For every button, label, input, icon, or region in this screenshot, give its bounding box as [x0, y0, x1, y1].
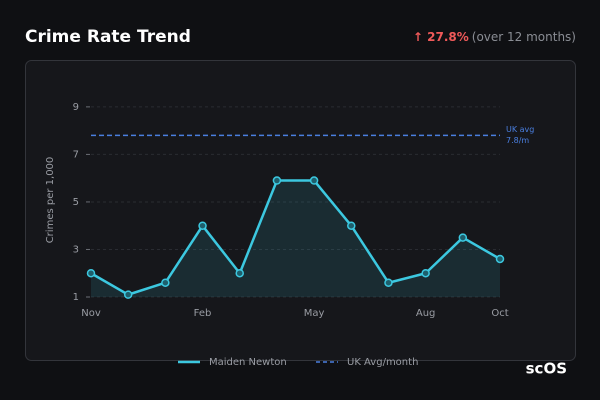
- y-tick-label: 1: [73, 292, 79, 303]
- x-tick-label: Nov: [81, 308, 101, 319]
- point: [495, 254, 505, 264]
- change-note: (over 12 months): [472, 30, 576, 44]
- legend-label: Maiden Newton: [209, 357, 287, 368]
- point: [458, 233, 468, 242]
- reference-value-label: 7.8/m: [506, 136, 529, 145]
- y-tick-label: 9: [73, 102, 79, 113]
- change: ↑ 27.8% (over 12 months): [413, 30, 576, 44]
- point: [198, 221, 207, 230]
- x-tick-label: Aug: [416, 308, 436, 319]
- point: [123, 290, 133, 299]
- point: [86, 268, 96, 278]
- x-tick-label: Oct: [491, 308, 508, 319]
- point: [272, 176, 282, 185]
- point: [421, 268, 430, 278]
- line: [90, 179, 501, 296]
- chart-title: Crime Rate Trend: [25, 27, 191, 47]
- area: [91, 180, 500, 297]
- y-tick-label: 7: [73, 149, 79, 160]
- y-tick-label: 5: [73, 197, 79, 208]
- point: [384, 278, 393, 287]
- y-tick-label: 3: [73, 244, 79, 255]
- logo: scOS: [526, 360, 567, 378]
- x-tick-label: Feb: [194, 308, 212, 319]
- point: [235, 268, 244, 278]
- change-value: ↑ 27.8%: [413, 30, 469, 44]
- point: [161, 278, 170, 287]
- point: [309, 176, 319, 185]
- x-tick-label: May: [304, 308, 325, 319]
- legend-label: UK Avg/month: [347, 357, 418, 368]
- reference-label: UK avg: [506, 125, 534, 134]
- y-axis-label: Crimes per 1,000: [45, 157, 56, 244]
- point: [347, 221, 356, 230]
